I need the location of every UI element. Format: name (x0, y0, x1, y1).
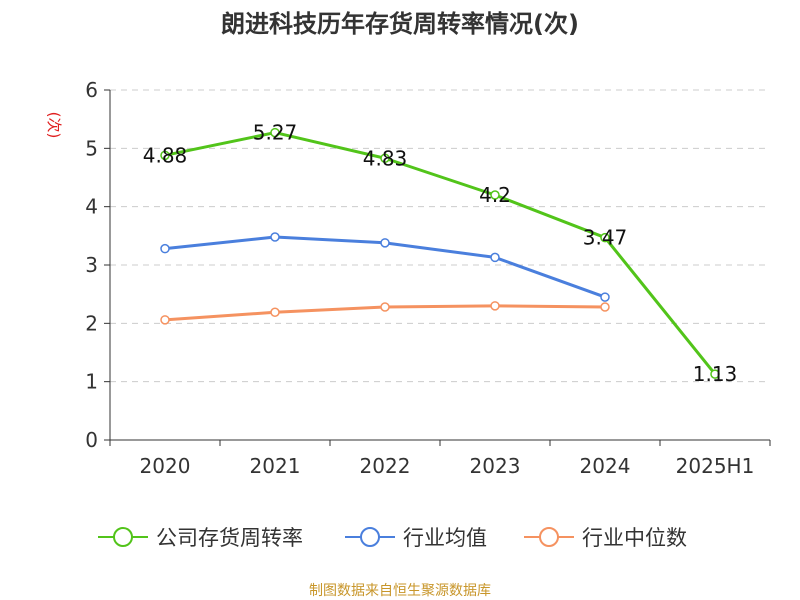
y-axis-label: (次) (45, 112, 63, 139)
y-tick-label: 2 (85, 311, 98, 335)
data-point (600, 292, 610, 302)
data-point (380, 153, 390, 163)
legend-item: 公司存货周转率 (98, 526, 303, 550)
data-point (600, 302, 610, 312)
data-label: 5.27 (253, 121, 298, 145)
grid-lines (110, 89, 770, 383)
data-label: 1.13 (693, 362, 738, 386)
x-tick-label: 2024 (580, 454, 631, 478)
legend-swatch-marker (539, 527, 559, 547)
data-labels: 4.88 5.27 4.83 4.2 3.47 1.13 (143, 121, 738, 387)
data-label: 4.2 (479, 183, 511, 207)
y-tick-label: 6 (85, 78, 98, 102)
source-note: 制图数据来自恒生聚源数据库 (309, 583, 491, 599)
legend-item: 行业均值 (345, 526, 487, 550)
x-tick-label: 2025H1 (676, 454, 755, 478)
legend-label: 公司存货周转率 (156, 526, 303, 550)
data-point (710, 369, 720, 379)
data-point (160, 150, 170, 161)
data-point (270, 232, 280, 242)
legend: 公司存货周转率 行业均值 行业中位数 (98, 526, 687, 550)
legend-item: 行业中位数 (524, 526, 687, 550)
data-point (160, 243, 170, 254)
legend-swatch-marker (113, 527, 133, 547)
legend-swatch-marker (360, 527, 380, 547)
y-tick-label: 1 (85, 370, 98, 394)
data-label: 4.83 (363, 146, 408, 170)
data-point (380, 238, 390, 248)
data-point (490, 190, 500, 200)
data-point (490, 301, 500, 311)
data-point (270, 307, 280, 317)
data-point (490, 252, 500, 263)
x-tick-label: 2020 (140, 454, 191, 478)
y-tick-label: 3 (85, 253, 98, 277)
legend-label: 行业中位数 (582, 526, 687, 550)
data-point (160, 315, 170, 325)
series-group (160, 232, 610, 302)
data-point (600, 232, 610, 243)
data-point (380, 302, 390, 312)
x-tick-label: 2021 (250, 454, 301, 478)
legend-label: 行业均值 (403, 526, 487, 550)
axes: 0 1 2 3 4 5 6 2020 2021 2022 2023 2024 2025H1 (85, 78, 771, 478)
chart-title: 朗进科技历年存货周转率情况(次) (221, 10, 579, 38)
x-tick-label: 2023 (470, 454, 521, 478)
series-group (160, 301, 610, 325)
y-tick-label: 4 (85, 195, 98, 219)
series-line (164, 131, 717, 376)
data-label: 4.88 (143, 143, 188, 167)
x-tick-label: 2022 (360, 454, 411, 478)
y-tick-label: 5 (85, 136, 98, 160)
data-label: 3.47 (583, 226, 628, 250)
series-group (160, 127, 720, 379)
data-point (270, 127, 280, 138)
plot-area (160, 127, 720, 379)
y-tick-label: 0 (85, 428, 98, 452)
